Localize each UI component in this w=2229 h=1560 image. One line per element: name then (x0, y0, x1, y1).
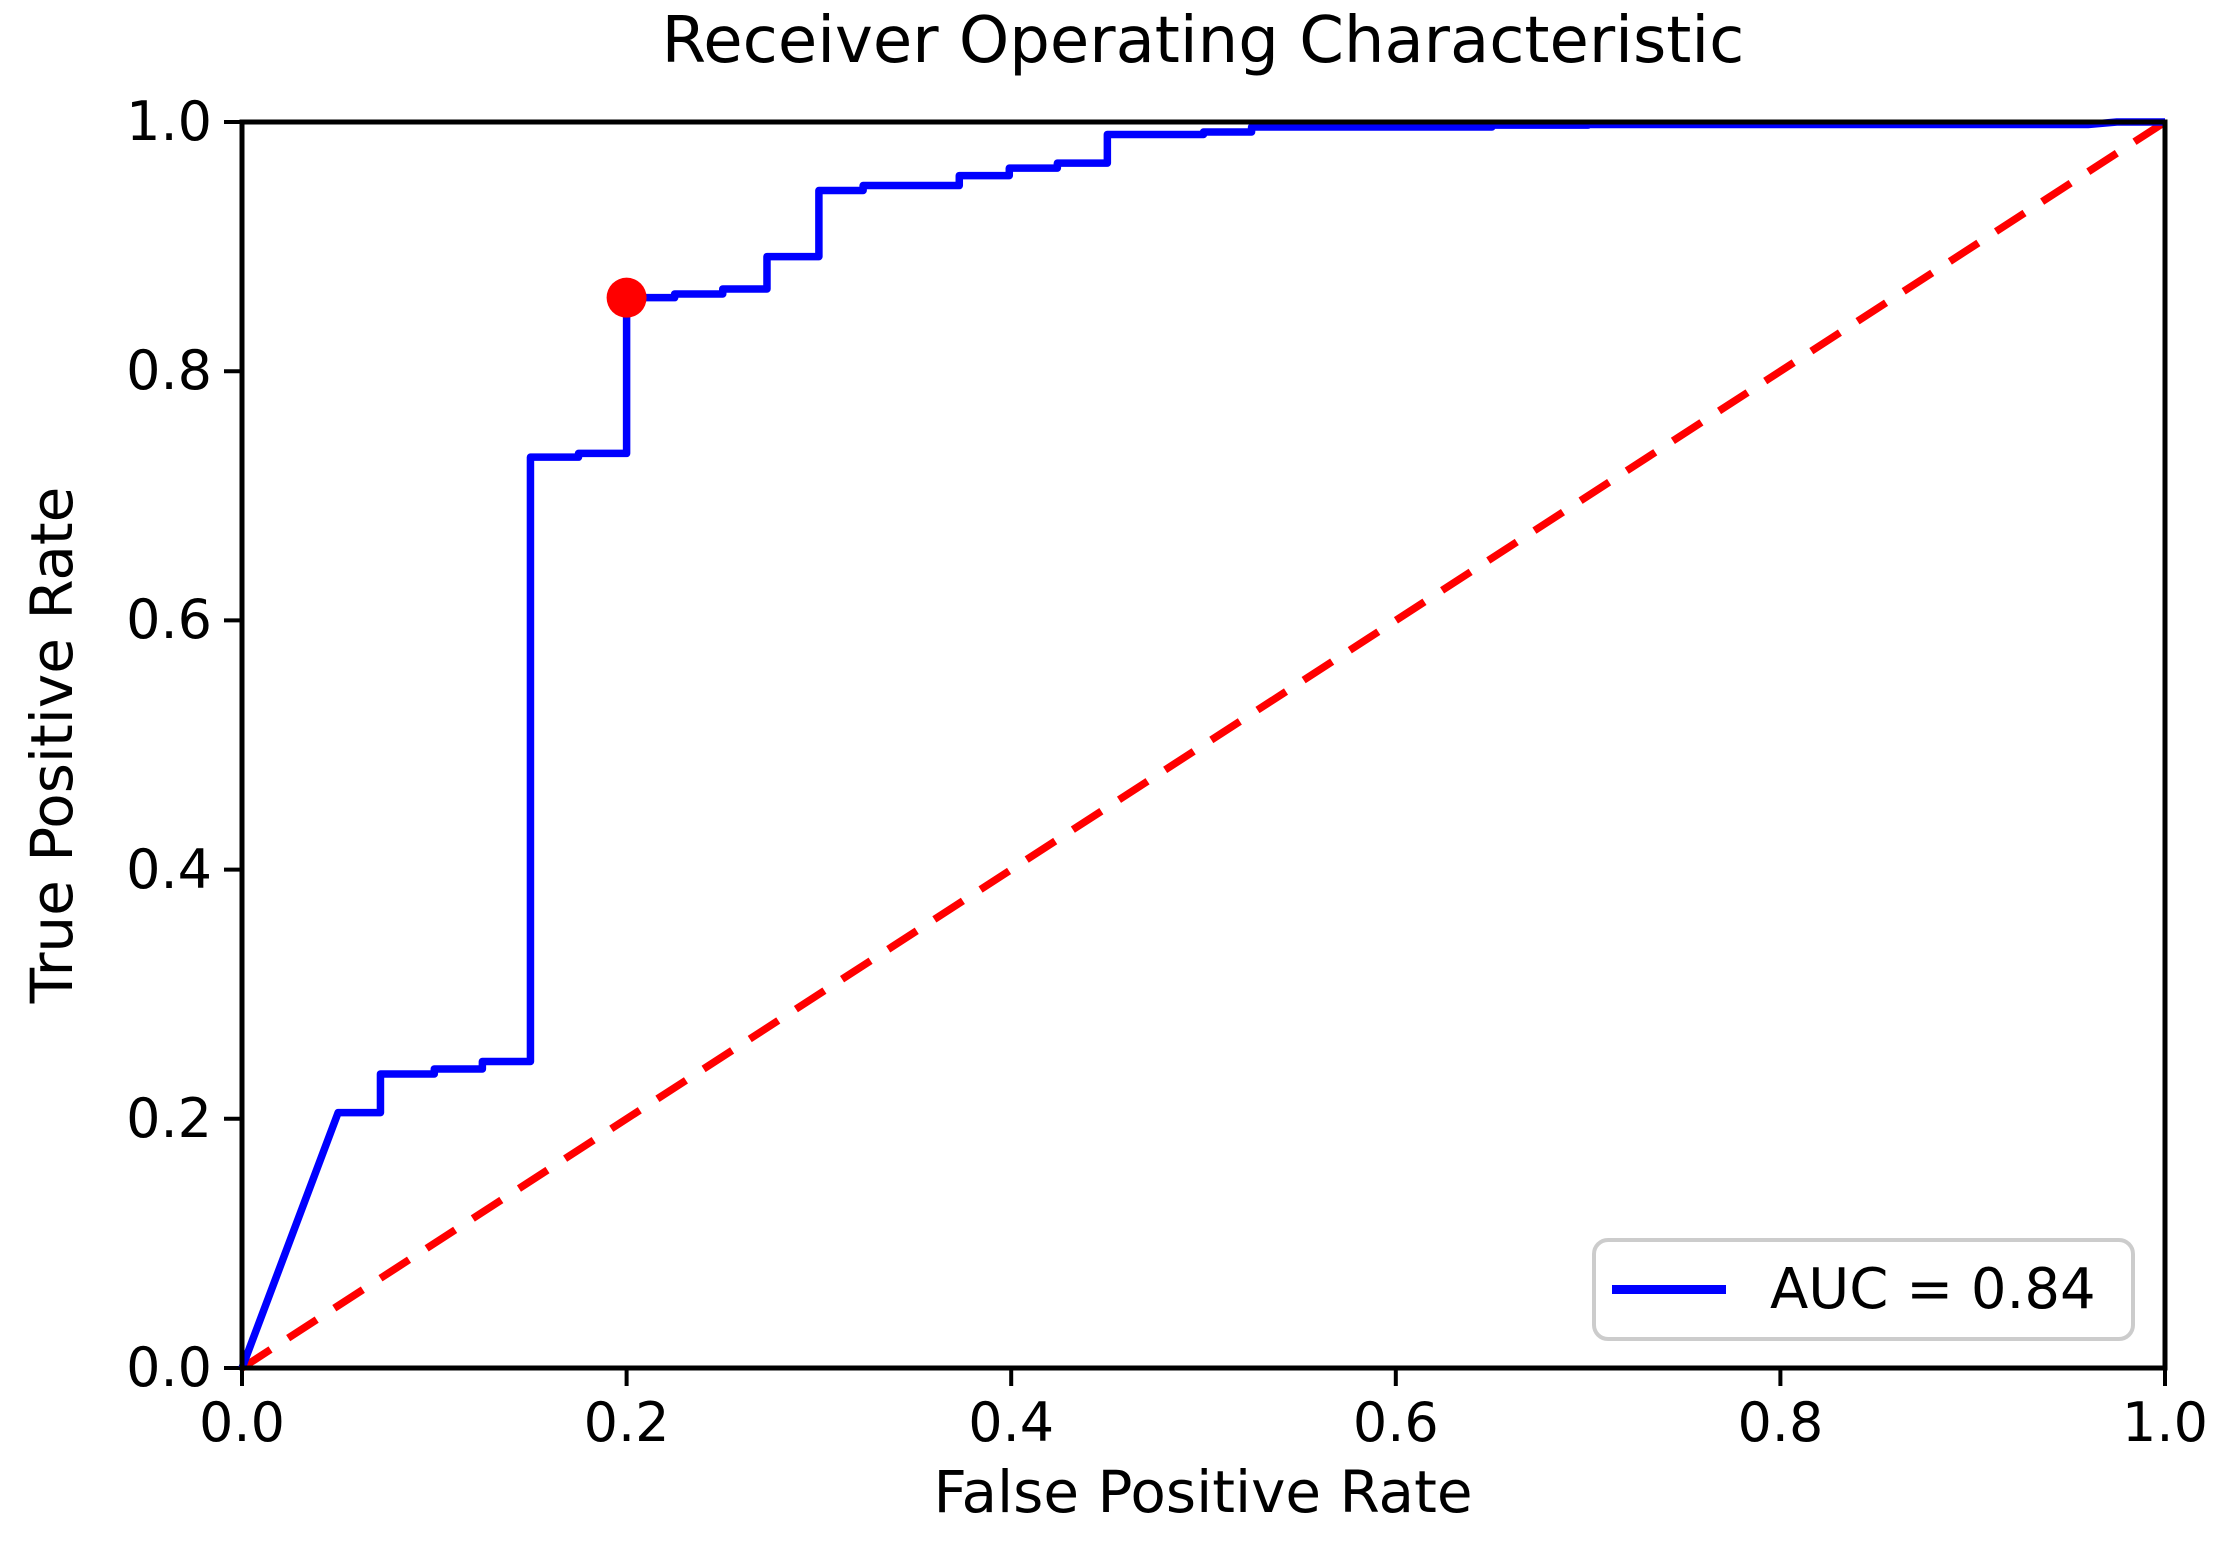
x-tick-label: 1.0 (2122, 1391, 2208, 1454)
y-tick-label: 0.8 (126, 339, 212, 403)
y-tick-label: 0.2 (126, 1086, 212, 1150)
x-tick-label: 0.0 (199, 1391, 285, 1454)
y-tick-label: 0.4 (126, 837, 212, 901)
x-tick-label: 0.6 (1352, 1391, 1439, 1454)
axis-tick-marks (224, 120, 2167, 1386)
y-tick-label: 1.0 (126, 90, 212, 153)
x-tick-label: 0.2 (583, 1391, 670, 1454)
y-tick-label: 0.6 (126, 588, 212, 652)
y-tick-label: 0.0 (126, 1336, 212, 1399)
roc-curve-line (238, 118, 2165, 1370)
x-tick-label: 0.4 (968, 1391, 1055, 1454)
legend: AUC = 0.84 (1592, 1238, 2135, 1341)
plot-border (239, 119, 2168, 1371)
legend-line-sample (1612, 1285, 1726, 1294)
chart-title: Receiver Operating Characteristic (661, 4, 1745, 78)
x-tick-label: 0.8 (1737, 1391, 1824, 1454)
operating-point-marker (606, 277, 647, 318)
x-axis-label: False Positive Rate (933, 1458, 1473, 1526)
legend-label: AUC = 0.84 (1770, 1257, 2096, 1322)
